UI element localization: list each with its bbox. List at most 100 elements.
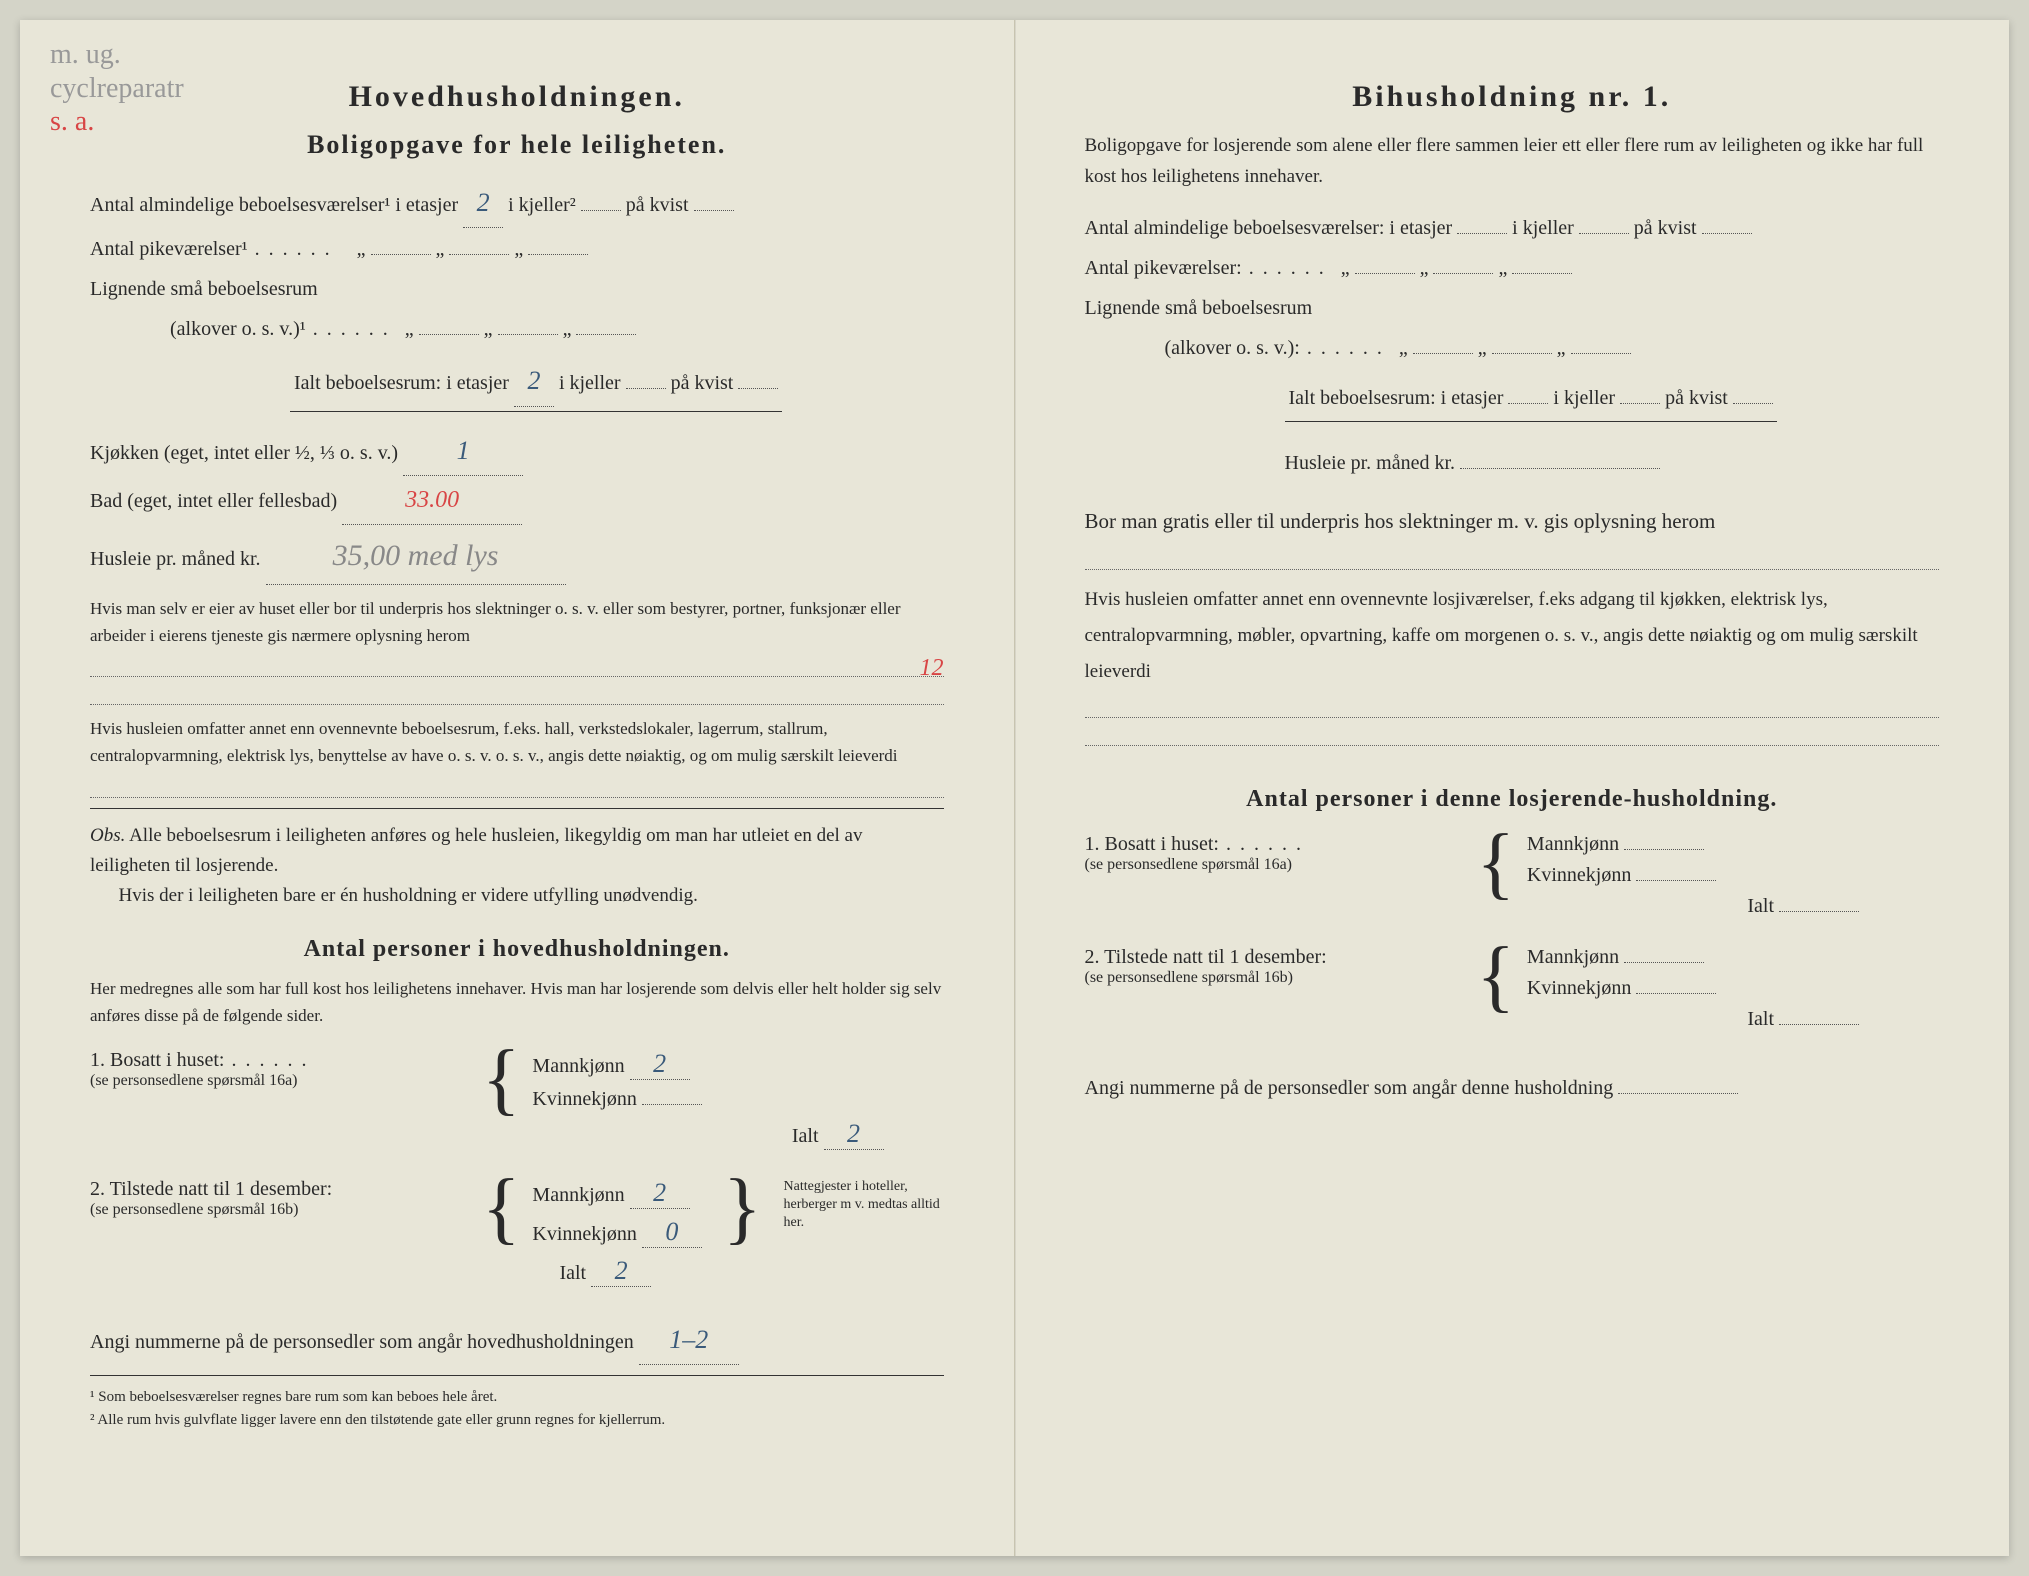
r-row2-num: 2. (1085, 946, 1100, 968)
rr2-mann-label: Mannkjønn (1527, 946, 1619, 968)
rd4: „ (1399, 337, 1408, 359)
txt-etasjer2: i etasjer (446, 372, 509, 394)
r-person-row-1: 1. Bosatt i huset: (se personsedlene spø… (1085, 833, 1940, 926)
ialt-label: Ialt beboelsesrum: (294, 372, 441, 394)
txt-kvist2: på kvist (671, 372, 734, 394)
line-alkover: (alkover o. s. v.)¹ „ „ „ (90, 310, 944, 348)
r-txt-kjeller: i kjeller (1512, 217, 1574, 239)
rule1 (90, 808, 944, 809)
r-l1-etasjer (1457, 233, 1507, 234)
para1-blank2 (90, 683, 944, 705)
r-para1: Bor man gratis eller til underpris hos s… (1085, 502, 1940, 542)
r-person-section: 1. Bosatt i huset: (se personsedlene spø… (1085, 833, 1940, 1039)
r-para2: Hvis husleien omfatter annet enn ovennev… (1085, 582, 1940, 690)
r-row2-label: Tilstede natt til 1 desember: (1104, 946, 1327, 968)
r-angi-val (1618, 1093, 1738, 1094)
rr1-mann-val (1624, 849, 1704, 850)
handwritten-corner-note: m. ug. cyclreparatr s. a. (50, 38, 184, 139)
r2-ialt-val: 2 (591, 1256, 651, 1287)
rr1-ialt-label: Ialt (1747, 895, 1774, 917)
r-ialt-etasjer (1508, 403, 1548, 404)
row2-label-block: 2. Tilstede natt til 1 desember: (se per… (90, 1178, 470, 1219)
bad-label: Bad (eget, intet eller fellesbad) (90, 490, 337, 512)
right-intro: Boligopgave for losjerende som alene ell… (1085, 130, 1940, 193)
person-row-1: 1. Bosatt i huset: (se personsedlene spø… (90, 1049, 944, 1158)
para1: Hvis man selv er eier av huset eller bor… (90, 595, 944, 649)
para1-blank1: 12 (90, 655, 944, 677)
r-line-lignende: Lignende små beboelsesrum (1085, 289, 1940, 327)
r-person-row-2: 2. Tilstede natt til 1 desember: (se per… (1085, 946, 1940, 1039)
left-subheading: Boligopgave for hele leiligheten. (90, 130, 944, 160)
rd3: „ (1498, 257, 1507, 279)
rdots3 (1219, 833, 1303, 855)
r-l3-v2 (1492, 353, 1552, 354)
rr2-kvinne-val (1636, 993, 1716, 994)
brace1: { (482, 1049, 520, 1109)
r-para1-blank (1085, 548, 1940, 570)
line-beboelse: Antal almindelige beboelsesværelser¹ i e… (90, 178, 944, 228)
row2-num: 2. (90, 1178, 105, 1200)
l1-kvist-val (694, 210, 734, 211)
r-persons-heading: Antal personer i denne losjerende-hushol… (1085, 786, 1940, 813)
obs-block: Obs. Alle beboelsesrum i leiligheten anf… (90, 821, 944, 912)
r-line-beboelse: Antal almindelige beboelsesværelser: i e… (1085, 209, 1940, 247)
row1-values: Mannkjønn 2 Kvinnekjønn Ialt 2 (532, 1049, 943, 1158)
brace2: { (482, 1178, 520, 1238)
r-para2-blank1 (1085, 696, 1940, 718)
kjokken-val: 1 (403, 426, 523, 476)
d4: „ (405, 318, 414, 340)
r-row1-num: 1. (1085, 833, 1100, 855)
row2-sub: (se personsedlene spørsmål 16b) (90, 1201, 470, 1219)
l3-v3 (576, 334, 636, 335)
d2: „ (436, 238, 445, 260)
corner-line3: s. a. (50, 106, 94, 137)
r-l2-v1 (1355, 273, 1415, 274)
bad-val: 33.00 (342, 478, 522, 525)
r2-mann-label: Mannkjønn (532, 1184, 624, 1206)
rr1-kvinne-val (1636, 880, 1716, 881)
txt-kvist: på kvist (626, 194, 689, 216)
row2-label: Tilstede natt til 1 desember: (110, 1178, 333, 1200)
obs-text2: Hvis der i leiligheten bare er én hushol… (119, 885, 698, 906)
r-row1-label: Bosatt i huset: (1105, 833, 1219, 855)
r-row2-values: Mannkjønn Kvinnekjønn Ialt (1527, 946, 1939, 1039)
sup1: ¹ (384, 194, 390, 216)
r-l2-v3 (1512, 273, 1572, 274)
r2-ialt-label: Ialt (559, 1262, 586, 1284)
census-form-spread: m. ug. cyclreparatr s. a. Hovedhusholdni… (20, 20, 2009, 1556)
right-heading: Bihusholdning nr. 1. (1085, 80, 1940, 114)
rr1-mann-label: Mannkjønn (1527, 833, 1619, 855)
r-row1-label-block: 1. Bosatt i huset: (se personsedlene spø… (1085, 833, 1465, 874)
r2-mann-val: 2 (630, 1178, 690, 1209)
obs-text1: Alle beboelsesrum i leiligheten anføres … (90, 825, 862, 876)
r-txt-kjeller2: i kjeller (1553, 387, 1615, 409)
d1: „ (357, 238, 366, 260)
footnotes: ¹ Som beboelsesværelser regnes bare rum … (90, 1386, 944, 1431)
ialt-kvist-val (738, 388, 778, 389)
persons-heading: Antal personer i hovedhusholdningen. (90, 936, 944, 963)
r-l3-sub: (alkover o. s. v.): (1165, 337, 1300, 359)
l1-kjeller-val (581, 210, 621, 211)
dots1 (248, 238, 332, 260)
r-line-ialt: Ialt beboelsesrum: i etasjer i kjeller p… (1085, 379, 1940, 422)
l2-v1 (371, 254, 431, 255)
rd2: „ (1420, 257, 1429, 279)
obs-label: Obs. (90, 825, 125, 846)
line-kjokken: Kjøkken (eget, intet eller ½, ⅓ o. s. v.… (90, 426, 944, 476)
r-row2-label-block: 2. Tilstede natt til 1 desember: (se per… (1085, 946, 1465, 987)
txt-kjeller2: i kjeller (559, 372, 621, 394)
angi-line: Angi nummerne på de personsedler som ang… (90, 1315, 944, 1365)
ialt-etasjer-val: 2 (514, 356, 554, 406)
rr1-kvinne-label: Kvinnekjønn (1527, 864, 1631, 886)
corner-line2: cyclreparatr (50, 73, 184, 104)
r-l3-v3 (1571, 353, 1631, 354)
r2-kvinne-label: Kvinnekjønn (532, 1223, 636, 1245)
angi-val: 1–2 (639, 1315, 739, 1365)
left-page: m. ug. cyclreparatr s. a. Hovedhusholdni… (20, 20, 1015, 1556)
rr1-ialt-val (1779, 911, 1859, 912)
r-ialt-label: Ialt beboelsesrum: i etasjer (1289, 387, 1504, 409)
rd6: „ (1557, 337, 1566, 359)
r-angi-line: Angi nummerne på de personsedler som ang… (1085, 1069, 1940, 1107)
r-txt-kvist: på kvist (1634, 217, 1697, 239)
r-angi-label: Angi nummerne på de personsedler som ang… (1085, 1077, 1614, 1099)
